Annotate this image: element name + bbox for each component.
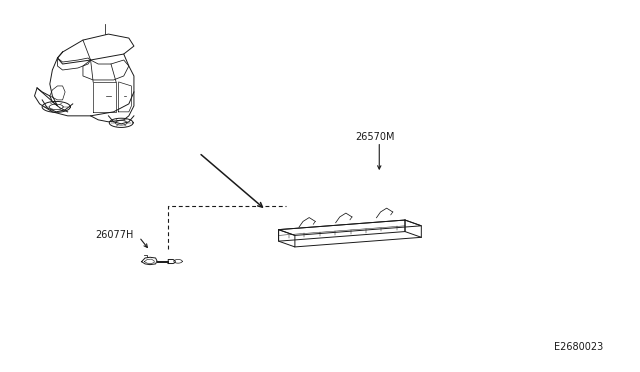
- Text: E2680023: E2680023: [554, 342, 604, 352]
- Text: 26077H: 26077H: [96, 230, 134, 240]
- Text: 26570M: 26570M: [355, 132, 394, 142]
